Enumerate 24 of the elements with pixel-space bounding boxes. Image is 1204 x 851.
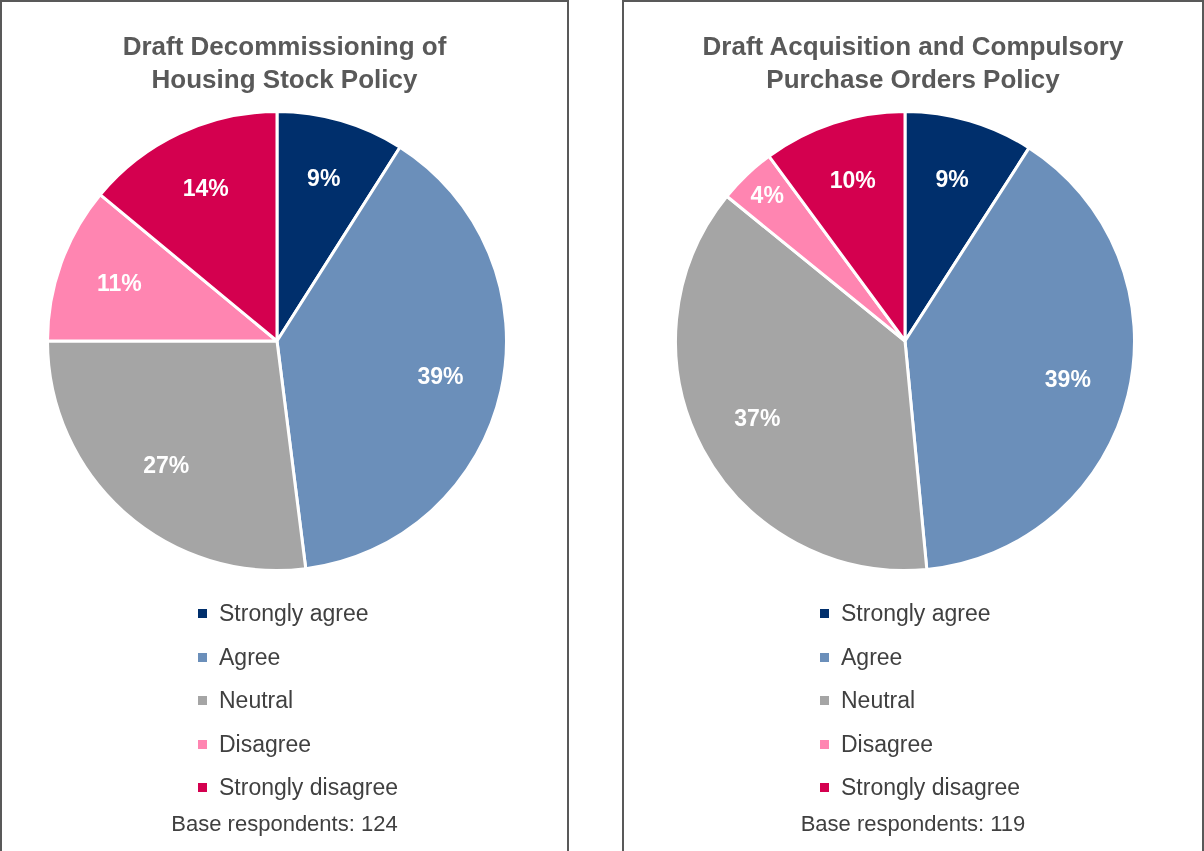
data-label: 10% [829,167,876,194]
text: Base respondents: 119 [799,811,1027,837]
data-label: 39% [1044,365,1091,392]
data-label: 9% [935,165,969,192]
data-label: 27% [143,452,190,479]
legend-label: Neutral [219,687,294,715]
data-label: 14% [182,174,229,201]
data-label: 37% [734,405,781,432]
legend-label: Strongly agree [841,600,991,628]
legend-label: Neutral [841,687,916,715]
legend-label: Agree [841,643,903,671]
legend-label: Disagree [219,730,312,758]
chart-title: Draft Decommissioning of Housing Stock Policy [121,30,448,96]
data-label: 11% [96,269,142,296]
data-label: 39% [417,362,464,389]
legend-label: Strongly disagree [841,774,1020,802]
data-label: 4% [750,181,784,208]
chart-title: Draft Acquisition and Compulsory Purchase Orders Policy [701,30,1125,96]
legend-label: Strongly disagree [219,774,398,802]
legend-label: Agree [219,643,281,671]
legend-label: Disagree [841,730,934,758]
data-label: 9% [307,165,341,192]
legend-label: Strongly agree [219,600,369,628]
text: Base respondents: 124 [170,811,399,837]
